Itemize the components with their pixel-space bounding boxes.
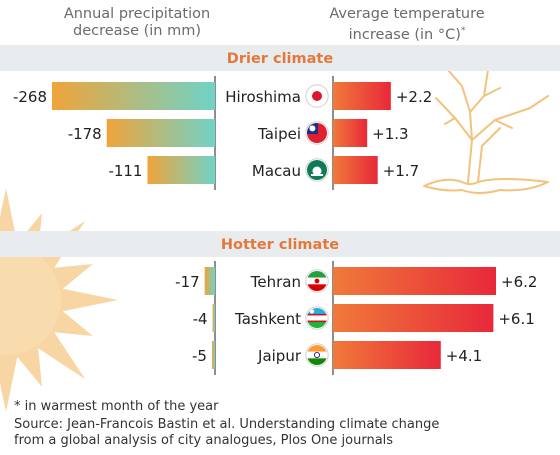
- city-row: -5 +4.1 Jaipur: [192, 341, 482, 369]
- macau-flag: [307, 160, 327, 180]
- precip-bar: [52, 82, 215, 110]
- city-name: Macau: [252, 162, 301, 180]
- temp-value-label: +2.2: [396, 88, 432, 106]
- group-label: Hotter climate: [221, 237, 339, 253]
- city-row: -268 +2.2 Hiroshima: [13, 82, 432, 110]
- city-name: Taipei: [257, 125, 301, 143]
- city-row: -17 +6.2 Tehran: [175, 267, 537, 295]
- temp-bar: [333, 82, 391, 110]
- sun-icon: [0, 188, 118, 412]
- group-hotter: Hotter climate -17 +6.2 Tehran -4 +6.1 Tashken…: [0, 231, 560, 375]
- temperature-header-line2-text: increase (in °C): [348, 26, 461, 43]
- temp-bar: [333, 119, 368, 147]
- temp-bar: [333, 304, 494, 332]
- temp-value-label: +6.1: [498, 310, 534, 328]
- chart-groups: Drier climate -268 +2.2 Hiroshima -178 +1.3 Ta…: [0, 45, 560, 375]
- india-flag: [307, 345, 327, 365]
- dead-tree-icon: [423, 69, 549, 194]
- temp-value-label: +1.3: [372, 125, 408, 143]
- city-name: Tehran: [250, 273, 301, 291]
- precipitation-header: Annual precipitation decrease (in mm): [12, 6, 262, 40]
- iran-flag: [307, 271, 327, 291]
- group-band: [0, 231, 560, 257]
- source-line-1: Source: Jean-Francois Bastin et al. Unde…: [14, 417, 440, 432]
- group-label: Drier climate: [227, 51, 334, 67]
- city-row: -178 +1.3 Taipei: [68, 119, 409, 147]
- precip-value-label: -178: [68, 125, 102, 143]
- precipitation-header-line2: decrease (in mm): [72, 23, 202, 39]
- temperature-header-line1: Average temperature: [329, 6, 485, 22]
- temperature-header: Average temperature increase (in °C)*: [282, 6, 532, 44]
- city-name: Hiroshima: [225, 88, 301, 106]
- precip-bar: [211, 341, 215, 369]
- temperature-header-line2: increase (in °C)*: [282, 23, 532, 44]
- city-name: Jaipur: [257, 347, 302, 365]
- source-line-2: from a global analysis of city analogues…: [14, 433, 394, 448]
- temp-bar: [333, 267, 496, 295]
- temperature-asterisk: *: [460, 26, 466, 36]
- precip-bar: [204, 267, 215, 295]
- temp-bar: [333, 341, 441, 369]
- precipitation-header-line1: Annual precipitation: [63, 6, 211, 22]
- japan-flag: [307, 86, 327, 106]
- temp-bar: [333, 156, 378, 184]
- precip-bar: [106, 119, 215, 147]
- precip-value-label: -5: [192, 347, 207, 365]
- city-row: -4 +6.1 Tashkent: [193, 304, 535, 332]
- temp-value-label: +4.1: [446, 347, 482, 365]
- temp-value-label: +6.2: [501, 273, 537, 291]
- precip-value-label: -4: [193, 310, 208, 328]
- city-name: Tashkent: [234, 310, 301, 328]
- uzbekistan-flag: [307, 308, 327, 328]
- taiwan-flag: [307, 123, 327, 143]
- group-band: [0, 45, 560, 71]
- precip-bar: [147, 156, 215, 184]
- temp-value-label: +1.7: [383, 162, 419, 180]
- precip-value-label: -17: [175, 273, 200, 291]
- footnote-note: * in warmest month of the year: [14, 399, 219, 414]
- city-row: -111 +1.7 Macau: [108, 156, 419, 184]
- precip-value-label: -111: [108, 162, 142, 180]
- group-drier: Drier climate -268 +2.2 Hiroshima -178 +1.3 Ta…: [0, 45, 560, 190]
- precip-value-label: -268: [13, 88, 47, 106]
- precip-bar: [212, 304, 215, 332]
